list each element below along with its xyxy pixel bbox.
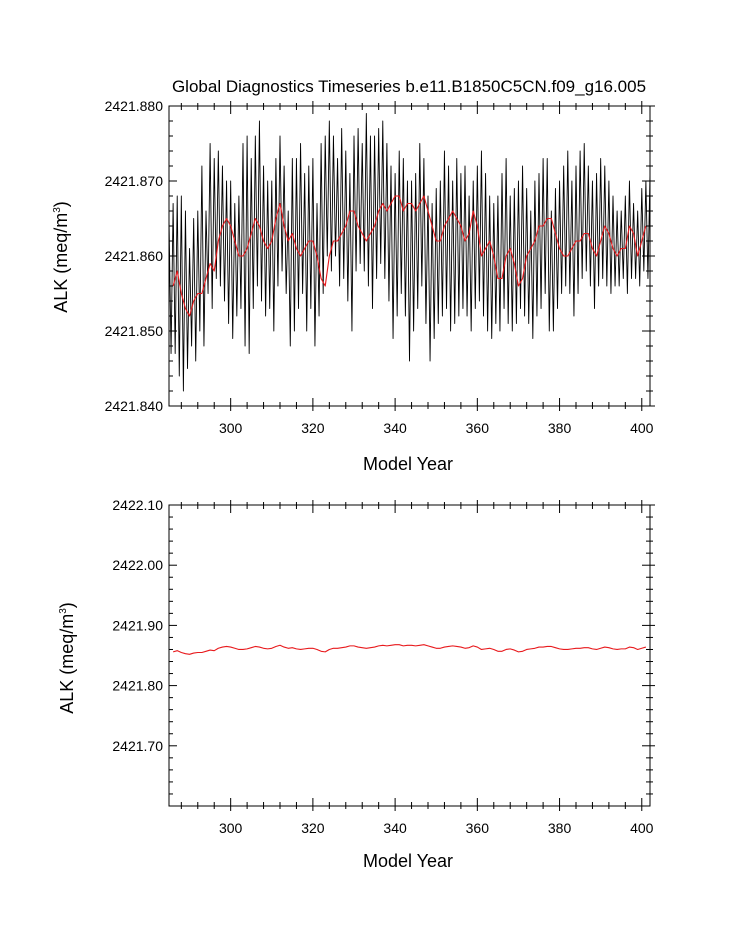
y-tick-label: 2422.10 (112, 497, 163, 513)
y-tick-label: 2422.00 (112, 557, 163, 573)
y-tick-label: 2421.870 (105, 173, 164, 189)
x-tick-label: 360 (466, 820, 490, 836)
x-tick-label: 400 (630, 420, 654, 436)
x-tick-label: 360 (466, 420, 490, 436)
x-tick-label: 320 (301, 420, 325, 436)
x-tick-label: 340 (383, 420, 407, 436)
x-tick-label: 380 (548, 420, 572, 436)
bottom-y-axis-label: ALK (meq/m3) (57, 602, 77, 714)
y-tick-label: 2421.880 (105, 98, 164, 114)
x-tick-label: 320 (301, 820, 325, 836)
series-line-monthly (169, 113, 650, 392)
top-y-axis-label: ALK (meq/m3) (51, 201, 71, 313)
figure-title: Global Diagnostics Timeseries b.e11.B185… (172, 77, 646, 96)
top-x-axis-label: Model Year (363, 454, 453, 474)
x-tick-label: 300 (219, 420, 243, 436)
y-tick-label: 2421.70 (112, 738, 163, 754)
y-tick-label: 2421.90 (112, 617, 163, 633)
y-tick-label: 2421.860 (105, 248, 164, 264)
top-timeseries-panel: Model Year ALK (meq/m3) 300 320 340 360 380 4… (51, 98, 655, 474)
plot-frame (168, 504, 651, 807)
x-tick-label: 380 (548, 820, 572, 836)
bottom-x-axis-label: Model Year (363, 851, 453, 871)
x-tick-label: 400 (630, 820, 654, 836)
y-tick-label: 2421.850 (105, 323, 164, 339)
bottom-timeseries-panel: Model Year ALK (meq/m3) 300 320 340 360 380 4… (57, 497, 655, 871)
y-tick-label: 2421.80 (112, 678, 163, 694)
x-tick-label: 300 (219, 820, 243, 836)
x-tick-label: 340 (383, 820, 407, 836)
series-line-annual-mean (172, 195, 647, 317)
y-tick-label: 2421.840 (105, 398, 164, 414)
series-line-annual-mean (172, 644, 647, 655)
